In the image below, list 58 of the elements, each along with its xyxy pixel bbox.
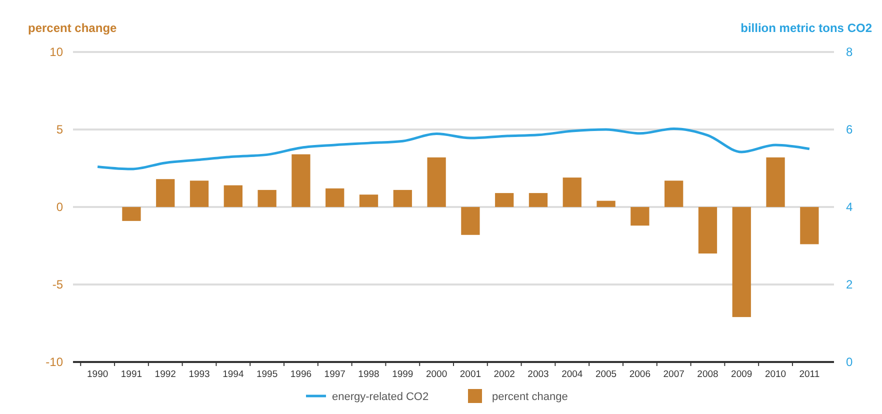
y-tick-label: 0 (56, 200, 64, 214)
x-tick-label: 2006 (629, 369, 651, 380)
y-axis-title: percent change (28, 21, 118, 35)
x-tick-label: 2001 (460, 369, 482, 380)
y-tick-label: 10 (50, 45, 64, 60)
x-tick-label: 2005 (595, 369, 617, 380)
y2-tick-label: 4 (846, 200, 853, 214)
y2-axis-title: billion metric tons CO2 (740, 21, 872, 35)
x-tick-label: 1995 (256, 369, 278, 380)
x-tick-label: 1996 (290, 369, 312, 380)
x-tick-label: 2007 (663, 369, 684, 380)
bar (596, 200, 616, 207)
legend-label: energy-related CO2 (332, 391, 429, 403)
bar (495, 193, 514, 207)
x-tick-label: 2003 (528, 369, 549, 380)
bar (326, 188, 344, 207)
bar (190, 180, 209, 207)
bar (224, 185, 242, 207)
bar (359, 194, 378, 207)
x-tick-label: 2002 (494, 369, 515, 380)
bar (292, 154, 310, 207)
bar (800, 207, 819, 244)
bar (258, 190, 276, 207)
line-series (96, 127, 811, 170)
x-tick-label: 2004 (562, 369, 583, 380)
bar (528, 193, 548, 207)
y2-tick-label: 6 (846, 122, 853, 137)
bar (562, 178, 582, 207)
x-tick-label: 1999 (392, 369, 414, 380)
x-tick-label: 2010 (764, 369, 786, 380)
y2-tick-label: 0 (846, 355, 853, 370)
x-tick-label: 1993 (188, 369, 210, 380)
bar (766, 157, 785, 207)
x-tick-label: 1998 (358, 369, 380, 380)
x-tick-label: 1990 (87, 369, 108, 380)
y-tick-label: -10 (46, 355, 64, 370)
y2-tick-label: 8 (846, 45, 853, 60)
x-tick-label: 2008 (697, 369, 718, 380)
bar (122, 207, 141, 221)
bar (630, 207, 650, 226)
x-tick-label: 2000 (426, 369, 448, 380)
y2-tick-label: 2 (846, 278, 853, 292)
bar (732, 207, 751, 318)
bar (156, 179, 175, 207)
bar (427, 157, 446, 207)
x-tick-label: 1997 (324, 369, 346, 380)
x-tick-label: 1991 (120, 369, 142, 380)
bar (664, 180, 684, 207)
y-tick-label: 5 (56, 122, 64, 137)
x-tick-label: 1994 (222, 369, 244, 380)
x-tick-label: 2011 (799, 369, 820, 380)
bar (698, 207, 718, 254)
legend-label: percent change (492, 391, 568, 403)
bar (461, 207, 480, 235)
x-tick-label: 1992 (154, 369, 176, 380)
y-tick-label: -5 (52, 278, 64, 292)
bar (393, 190, 412, 207)
x-tick-label: 2009 (731, 369, 752, 380)
